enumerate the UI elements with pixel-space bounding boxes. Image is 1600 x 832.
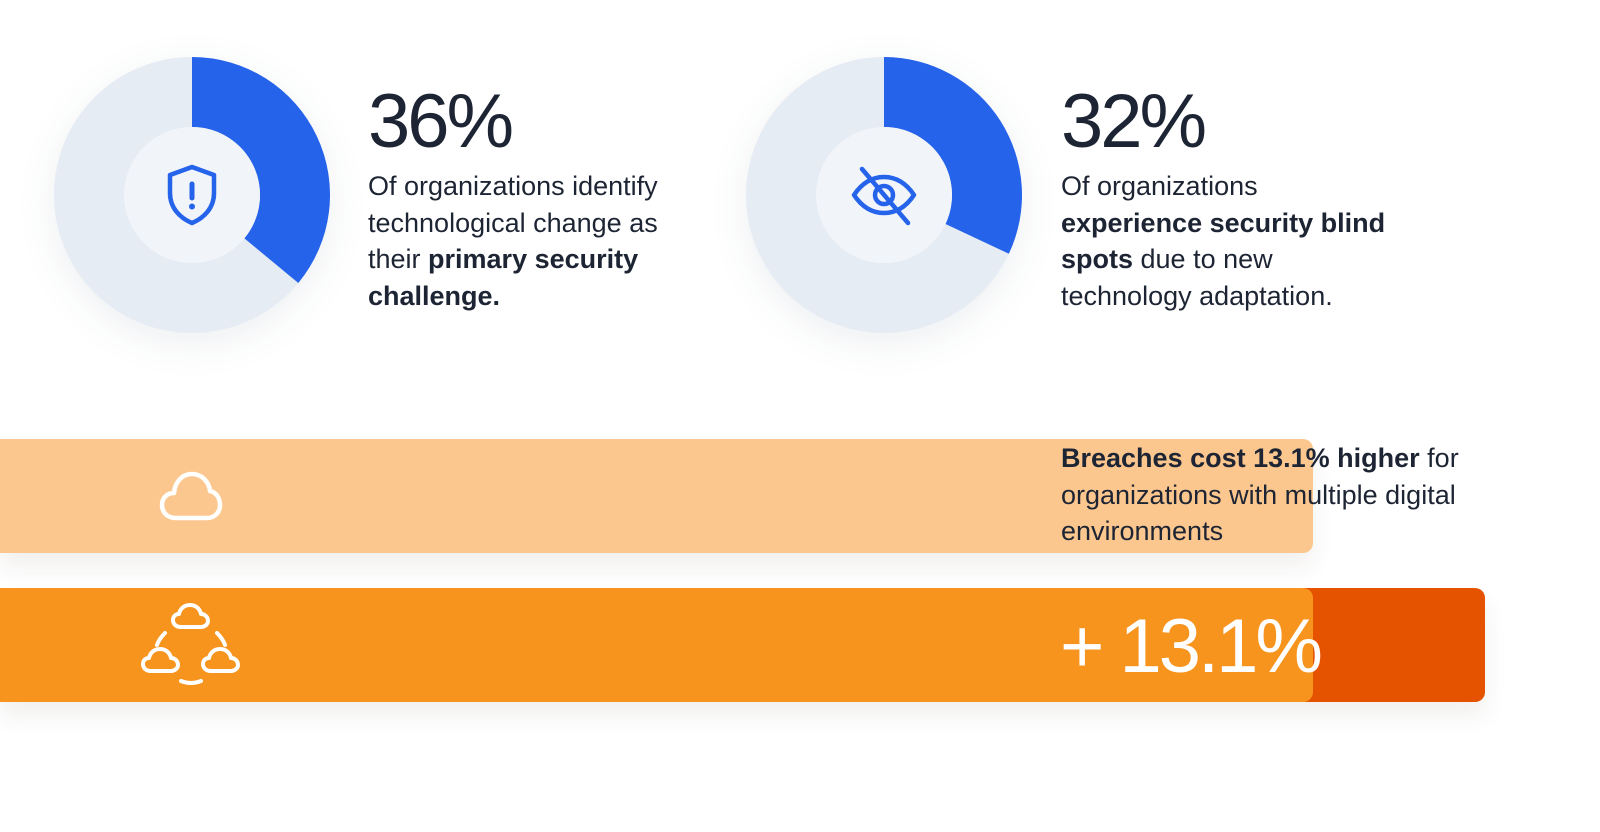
stat-text-emphasis: primary security challenge. <box>368 244 639 311</box>
breach-text-part: for organizations with multiple digital … <box>1061 443 1459 546</box>
bar-single-environment <box>0 439 1313 553</box>
increase-value-label: + 13.1% <box>1060 604 1323 689</box>
donut-chart-technological-change <box>54 57 330 333</box>
stat-block-blind-spots: 32% Of organizations experience security… <box>1061 80 1401 314</box>
breach-text-emphasis: Breaches cost 13.1% higher <box>1061 443 1420 473</box>
donut-chart-blind-spots <box>746 57 1022 333</box>
stat-block-technological-change: 36% Of organizations identify technologi… <box>368 80 708 314</box>
stat-value: 32% <box>1061 79 1207 164</box>
donut-slice-highlight <box>884 57 1022 254</box>
donut-slice-highlight <box>192 57 330 283</box>
cloud-icon <box>159 471 223 521</box>
stat-description: Of organizations experience security bli… <box>1061 168 1401 314</box>
shield-alert-icon <box>167 164 217 226</box>
stat-description: Of organizations identify technological … <box>368 168 708 314</box>
eye-off-icon <box>851 166 917 226</box>
stat-text-part: Of organizations <box>1061 171 1258 201</box>
breach-cost-description: Breaches cost 13.1% higher for organizat… <box>1061 440 1491 550</box>
donut-chart-svg <box>54 57 330 333</box>
stat-value: 36% <box>368 79 514 164</box>
stat-text-part: due to new technology adaptation. <box>1061 244 1333 311</box>
multi-cloud-icon <box>141 603 240 685</box>
bar-multiple-environments <box>0 588 1313 702</box>
stat-text-part: Of organizations identify technological … <box>368 171 658 274</box>
stat-text-emphasis: experience security blind spots <box>1061 207 1386 275</box>
